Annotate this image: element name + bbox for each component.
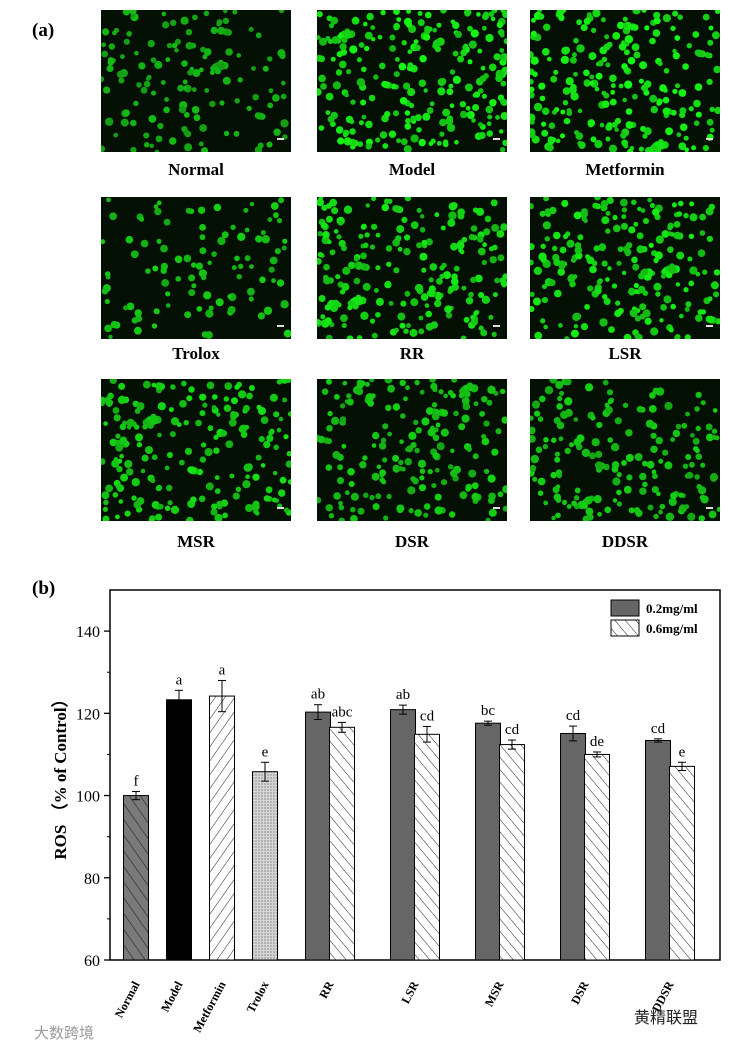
bar-normal-significance-letter: f [134, 773, 139, 789]
bar-msr-high-significance-letter: cd [505, 722, 520, 738]
bar-metformin [209, 695, 235, 961]
micrograph-label-metformin: Metformin [585, 160, 665, 179]
micrograph-ddsr [530, 379, 720, 521]
micrograph-label-model: Model [388, 160, 436, 179]
watermark-right: 黄精联盟 [634, 1008, 699, 1027]
micrograph-label-rr: RR [399, 344, 425, 363]
x-tick-label: MSR [482, 979, 507, 1009]
legend-label-0-2: 0.2mg/ml [646, 601, 698, 616]
bar-lsr-high-significance-letter: cd [420, 708, 435, 724]
micrograph-label-normal: Normal [168, 160, 224, 179]
bar-msr-low-significance-letter: bc [481, 703, 496, 719]
bar-ddsr-low [645, 739, 671, 961]
bar-rr-low-significance-letter: ab [311, 687, 325, 703]
bar-trolox-significance-letter: e [262, 744, 269, 760]
legend-label-0-6: 0.6mg/ml [646, 621, 698, 636]
bar-rr-low [305, 711, 331, 961]
ros-bar-chart: 60 80 100 120 140 ROS （% of Control） f Normal a M… [50, 589, 721, 1035]
micrograph-msr [101, 379, 291, 521]
bar-dsr-high [584, 753, 610, 961]
bar-lsr-low-significance-letter: ab [396, 687, 410, 703]
micrograph-trolox [101, 197, 291, 339]
bar-lsr-high [414, 733, 440, 961]
watermark-left: 大数跨境 [34, 1024, 95, 1042]
legend-swatch-0-2 [610, 599, 640, 617]
x-tick-label: RR [316, 979, 337, 1001]
panel-b-label: (b) [32, 578, 56, 599]
micrograph-lsr [530, 197, 720, 339]
bar-dsr-low [560, 732, 586, 961]
y-tick-label: 100 [76, 789, 100, 806]
y-tick-label: 80 [84, 871, 100, 888]
legend-swatch-0-6 [610, 619, 640, 637]
micrograph-label-dsr: DSR [394, 532, 429, 551]
x-tick-label: DSR [568, 979, 592, 1007]
y-tick-label: 120 [76, 706, 100, 723]
bar-msr-high [499, 744, 525, 961]
micrograph-label-ddsr: DDSR [601, 532, 649, 551]
bar-ddsr-high [669, 765, 695, 961]
x-tick-label: Model [158, 978, 186, 1014]
micrograph-label-lsr: LSR [608, 344, 642, 363]
bar-ddsr-high-significance-letter: e [679, 744, 686, 760]
bar-dsr-low-significance-letter: cd [566, 708, 581, 724]
bar-rr-high [329, 726, 355, 961]
bar-normal [123, 795, 149, 961]
x-tick-label: Metformin [190, 979, 229, 1035]
bar-model [166, 699, 192, 961]
bar-rr-high-significance-letter: abc [332, 704, 353, 720]
micrograph-normal [101, 10, 291, 152]
x-tick-label: Trolox [244, 979, 272, 1015]
bar-ddsr-low-significance-letter: cd [651, 721, 666, 737]
bar-dsr-high-significance-letter: de [590, 734, 605, 750]
micrograph-dsr [317, 379, 507, 521]
bar-trolox [252, 771, 278, 961]
x-tick-label: LSR [398, 979, 421, 1006]
micrograph-metformin [530, 10, 720, 152]
micrograph-model [317, 10, 507, 152]
y-tick-label: 140 [76, 624, 100, 641]
bar-lsr-low [390, 709, 416, 961]
bar-metformin-significance-letter: a [219, 662, 226, 678]
micrograph-rr [317, 197, 507, 339]
panel-a-label: (a) [32, 20, 55, 41]
bar-msr-low [475, 722, 501, 961]
micrograph-label-trolox: Trolox [172, 344, 220, 363]
y-tick-label: 60 [84, 953, 100, 970]
micrograph-label-msr: MSR [177, 532, 215, 551]
y-axis-label: ROS （% of Control） [50, 690, 70, 859]
x-tick-label: Normal [112, 978, 143, 1020]
bar-model-significance-letter: a [176, 672, 183, 688]
